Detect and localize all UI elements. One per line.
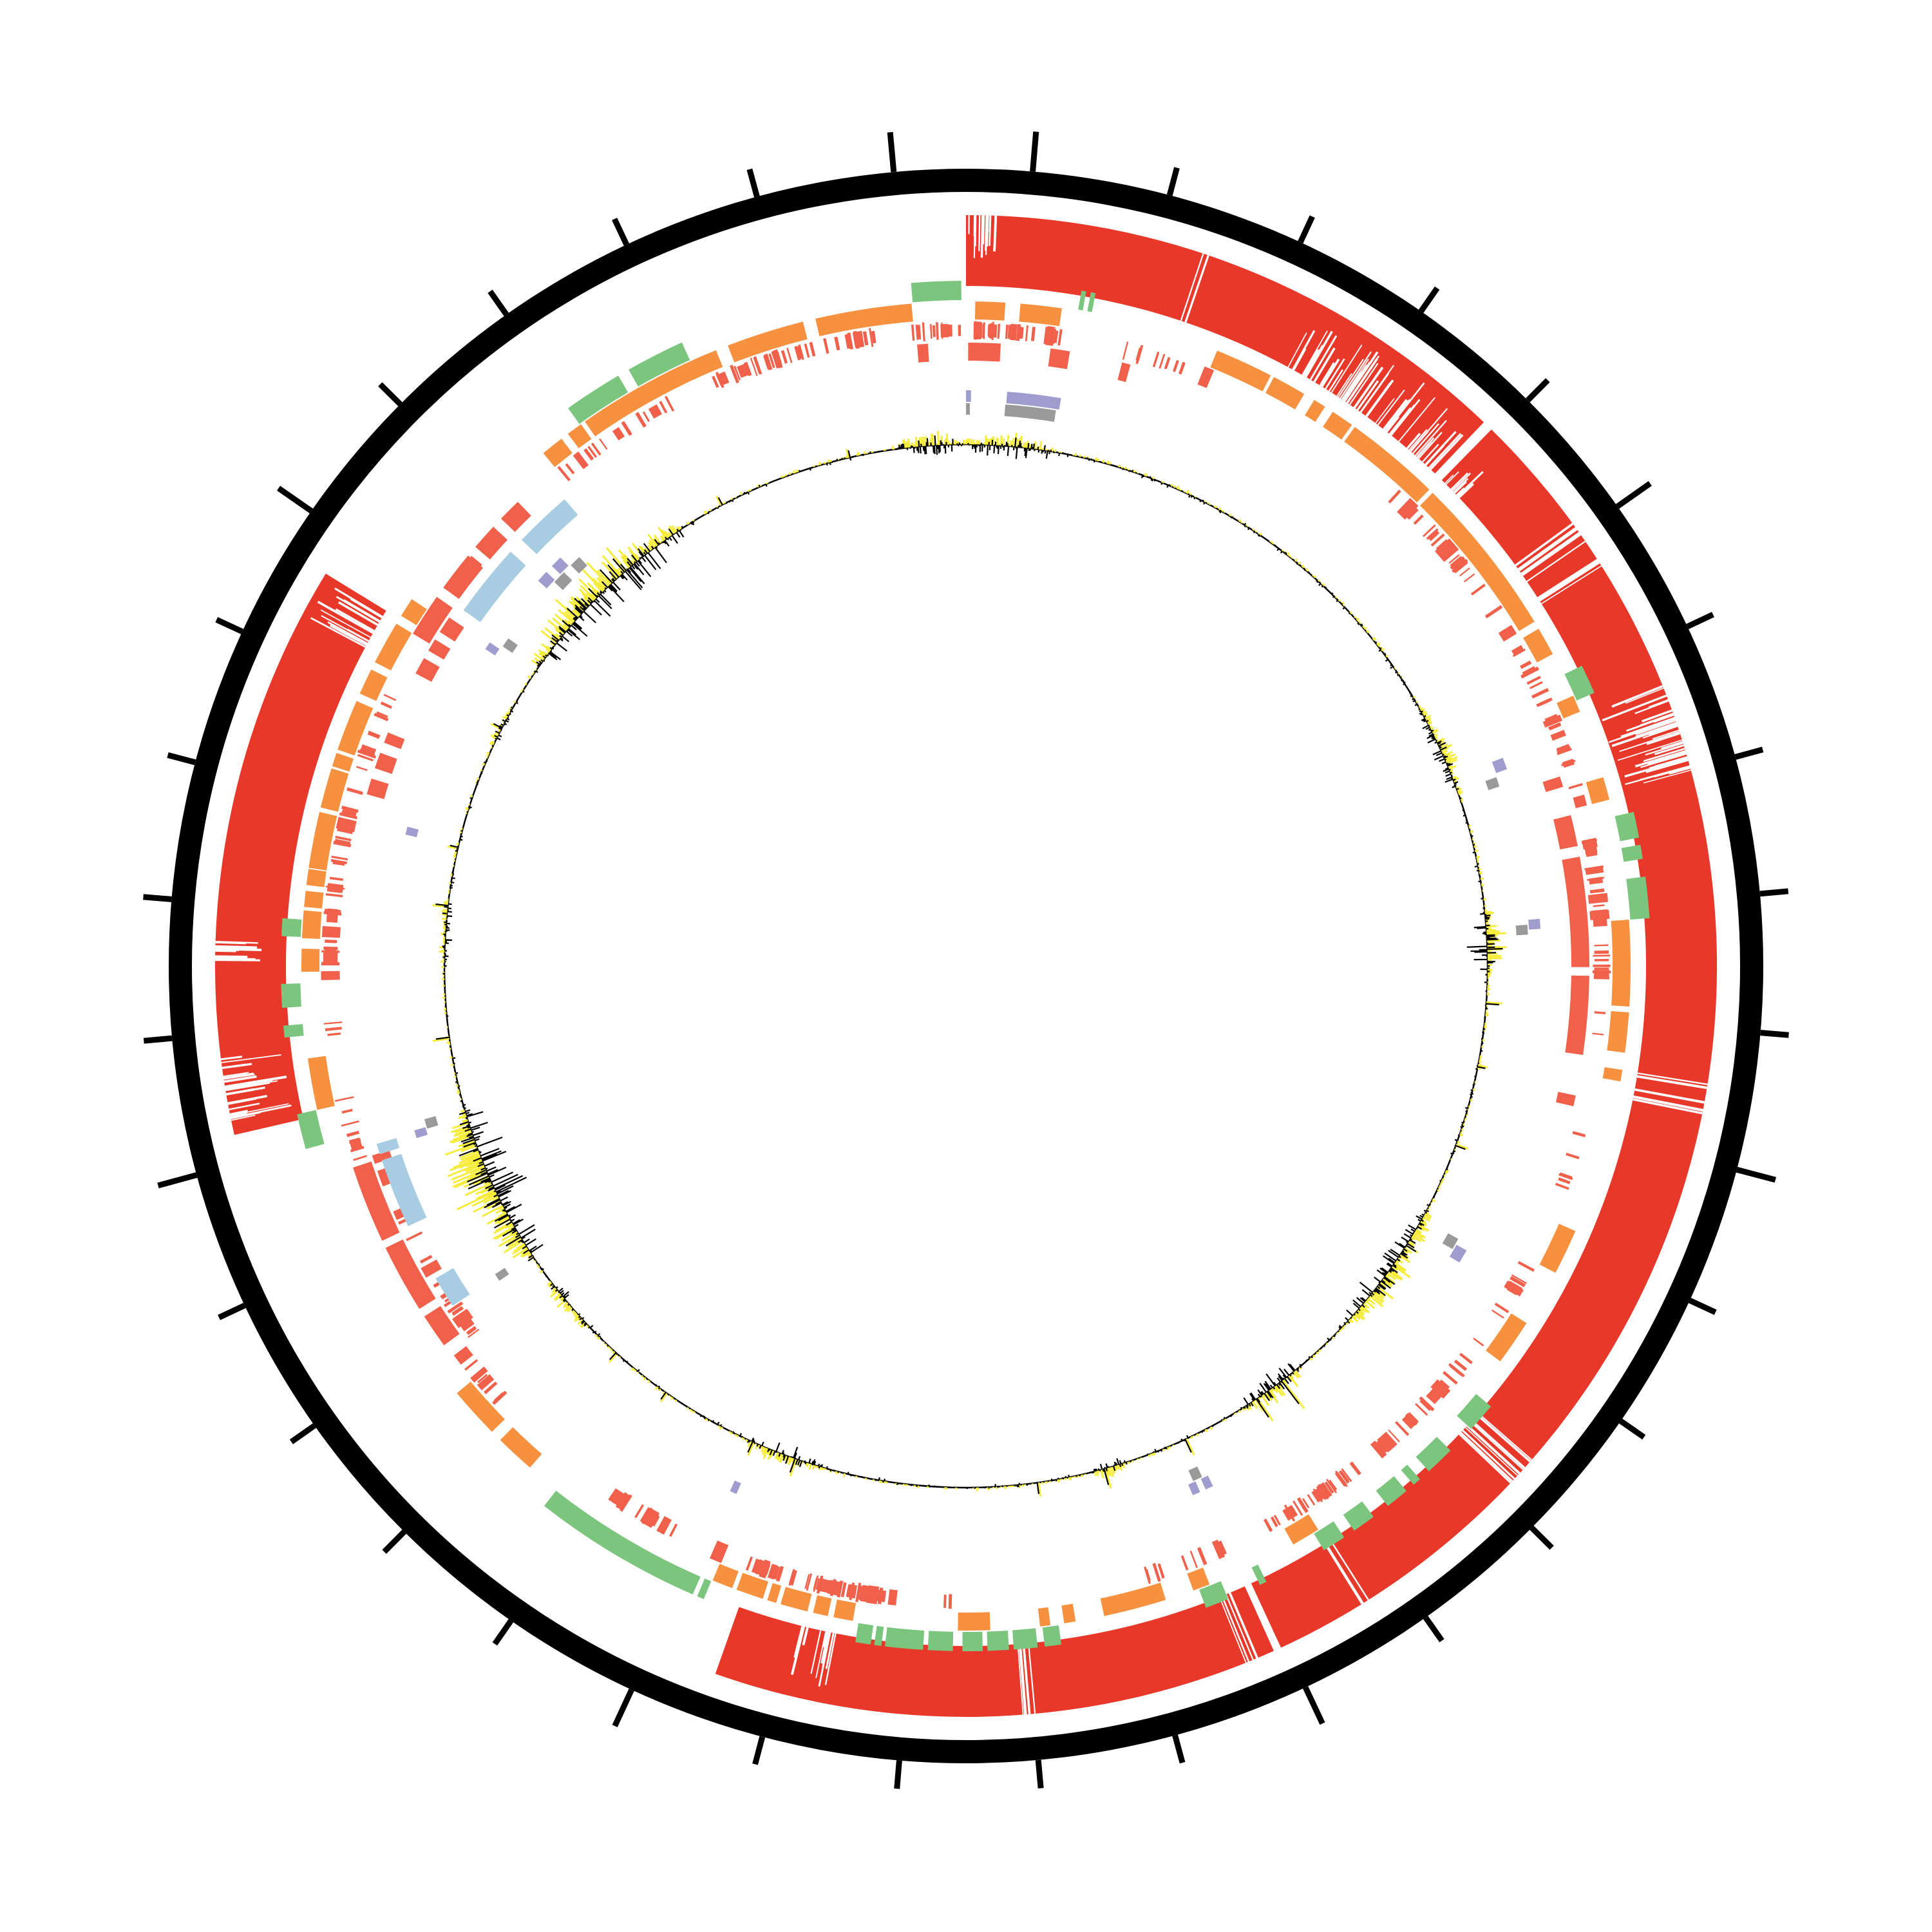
purple-feature-ring: [405, 390, 1541, 1495]
blast-hits-ring: [215, 215, 1718, 1717]
blast-hits-gap-streaks: [215, 215, 1708, 1715]
orange-feature-ring: [301, 301, 1631, 1631]
scale-tick-marks: [143, 131, 1789, 1789]
green-feature-ring: [281, 281, 1650, 1652]
backbone-ring: [169, 169, 1763, 1763]
blue-feature-ring: [376, 499, 578, 1306]
salmon-tick-features: [321, 321, 1611, 1609]
gray-feature-ring: [424, 402, 1528, 1481]
gc-skew-trace: [432, 431, 1507, 1497]
